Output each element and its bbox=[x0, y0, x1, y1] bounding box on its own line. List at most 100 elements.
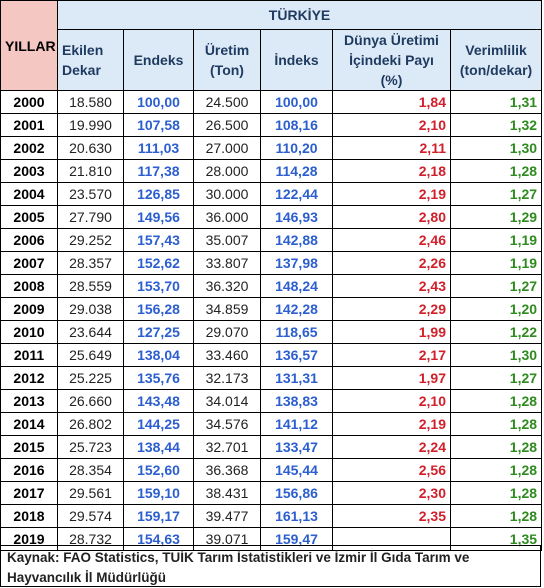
col-header-endeks: Endeks bbox=[123, 29, 194, 91]
table-row: 2007 28.357 152,62 33.807 137,98 2,26 1,19 bbox=[0, 251, 543, 275]
uretim-cell: 34.859 bbox=[193, 297, 261, 321]
ekilen-dekar-cell: 28.732 bbox=[57, 527, 124, 551]
dunya-payi-cell: 2,26 bbox=[332, 251, 451, 275]
table-row: 2016 28.354 152,60 36.368 145,44 2,56 1,28 bbox=[0, 458, 543, 482]
year-cell: 2019 bbox=[0, 527, 58, 551]
ekilen-dekar-cell: 27.790 bbox=[57, 205, 124, 229]
ekilen-dekar-cell: 28.354 bbox=[57, 458, 124, 482]
ekilen-dekar-cell: 26.660 bbox=[57, 389, 124, 413]
dunya-payi-cell: 2,30 bbox=[332, 481, 451, 505]
ekilen-dekar-cell: 28.357 bbox=[57, 251, 124, 275]
dunya-payi-cell: 2,24 bbox=[332, 435, 451, 459]
indeks-cell: 137,98 bbox=[260, 251, 333, 275]
endeks-cell: 143,48 bbox=[123, 389, 194, 413]
source-note: Kaynak: FAO Statistics, TUİK Tarım İstat… bbox=[0, 545, 541, 587]
endeks-cell: 138,44 bbox=[123, 435, 194, 459]
table-row: 2010 23.644 127,25 29.070 118,65 1,99 1,22 bbox=[0, 320, 543, 344]
year-cell: 2014 bbox=[0, 412, 58, 436]
table-row: 2005 27.790 149,56 36.000 146,93 2,80 1,29 bbox=[0, 205, 543, 229]
dunya-payi-cell: 1,84 bbox=[332, 90, 451, 114]
year-cell: 2011 bbox=[0, 343, 58, 367]
dunya-payi-cell: 2,80 bbox=[332, 205, 451, 229]
table-row: 2017 29.561 159,10 38.431 156,86 2,30 1,28 bbox=[0, 481, 543, 505]
table-row: 2006 29.252 157,43 35.007 142,88 2,46 1,19 bbox=[0, 228, 543, 252]
endeks-cell: 126,85 bbox=[123, 182, 194, 206]
table-row: 2015 25.723 138,44 32.701 133,47 2,24 1,28 bbox=[0, 435, 543, 459]
year-cell: 2017 bbox=[0, 481, 58, 505]
indeks-cell: 118,65 bbox=[260, 320, 333, 344]
years-header: YILLAR bbox=[0, 0, 58, 91]
endeks-cell: 149,56 bbox=[123, 205, 194, 229]
country-header: TÜRKİYE bbox=[56, 0, 543, 30]
year-cell: 2004 bbox=[0, 182, 58, 206]
indeks-cell: 114,28 bbox=[260, 159, 333, 183]
year-cell: 2009 bbox=[0, 297, 58, 321]
endeks-cell: 157,43 bbox=[123, 228, 194, 252]
indeks-cell: 110,20 bbox=[260, 136, 333, 160]
table-row: 2004 23.570 126,85 30.000 122,44 2,19 1,27 bbox=[0, 182, 543, 206]
uretim-cell: 36.320 bbox=[193, 274, 261, 298]
table-row: 2001 19.990 107,58 26.500 108,16 2,10 1,32 bbox=[0, 113, 543, 137]
table-row: 2013 26.660 143,48 34.014 138,83 2,10 1,28 bbox=[0, 389, 543, 413]
uretim-cell: 39.477 bbox=[193, 504, 261, 528]
table-row: 2019 28.732 154,63 39.071 159,47 1,35 bbox=[0, 527, 543, 551]
endeks-cell: 144,25 bbox=[123, 412, 194, 436]
verimlilik-cell: 1,28 bbox=[449, 412, 543, 436]
indeks-cell: 108,16 bbox=[260, 113, 333, 137]
col-header-verimlilik: Verimlilik (ton/dekar) bbox=[449, 29, 543, 91]
verimlilik-cell: 1,28 bbox=[449, 389, 543, 413]
uretim-cell: 36.368 bbox=[193, 458, 261, 482]
endeks-cell: 152,62 bbox=[123, 251, 194, 275]
indeks-cell: 131,31 bbox=[260, 366, 333, 390]
ekilen-dekar-cell: 29.252 bbox=[57, 228, 124, 252]
dunya-payi-cell: 2,11 bbox=[332, 136, 451, 160]
dunya-payi-cell: 2,19 bbox=[332, 182, 451, 206]
uretim-cell: 32.173 bbox=[193, 366, 261, 390]
table-row: 2000 18.580 100,00 24.500 100,00 1,84 1,31 bbox=[0, 90, 543, 114]
dunya-payi-cell: 1,99 bbox=[332, 320, 451, 344]
endeks-cell: 107,58 bbox=[123, 113, 194, 137]
uretim-cell: 39.071 bbox=[193, 527, 261, 551]
uretim-cell: 26.500 bbox=[193, 113, 261, 137]
verimlilik-cell: 1,28 bbox=[449, 435, 543, 459]
ekilen-dekar-cell: 26.802 bbox=[57, 412, 124, 436]
table-row: 2009 29.038 156,28 34.859 142,28 2,29 1,20 bbox=[0, 297, 543, 321]
indeks-cell: 145,44 bbox=[260, 458, 333, 482]
data-table: YILLAR TÜRKİYE Ekilen Dekar Endeks Üreti… bbox=[0, 0, 543, 551]
uretim-cell: 29.070 bbox=[193, 320, 261, 344]
verimlilik-cell: 1,29 bbox=[449, 205, 543, 229]
endeks-cell: 135,76 bbox=[123, 366, 194, 390]
endeks-cell: 100,00 bbox=[123, 90, 194, 114]
verimlilik-cell: 1,31 bbox=[449, 90, 543, 114]
dunya-payi-cell: 2,18 bbox=[332, 159, 451, 183]
verimlilik-cell: 1,27 bbox=[449, 366, 543, 390]
year-cell: 2008 bbox=[0, 274, 58, 298]
endeks-cell: 152,60 bbox=[123, 458, 194, 482]
year-cell: 2005 bbox=[0, 205, 58, 229]
table-row: 2008 28.559 153,70 36.320 148,24 2,43 1,27 bbox=[0, 274, 543, 298]
verimlilik-cell: 1,27 bbox=[449, 274, 543, 298]
indeks-cell: 146,93 bbox=[260, 205, 333, 229]
ekilen-dekar-cell: 21.810 bbox=[57, 159, 124, 183]
col-header-dunya-payi: Dünya Üretimi İçindeki Payı (%) bbox=[332, 29, 451, 91]
uretim-cell: 33.807 bbox=[193, 251, 261, 275]
uretim-cell: 36.000 bbox=[193, 205, 261, 229]
verimlilik-cell: 1,20 bbox=[449, 297, 543, 321]
year-cell: 2016 bbox=[0, 458, 58, 482]
verimlilik-cell: 1,30 bbox=[449, 136, 543, 160]
verimlilik-cell: 1,19 bbox=[449, 228, 543, 252]
verimlilik-cell: 1,28 bbox=[449, 504, 543, 528]
year-cell: 2010 bbox=[0, 320, 58, 344]
indeks-cell: 141,12 bbox=[260, 412, 333, 436]
table-row: 2002 20.630 111,03 27.000 110,20 2,11 1,30 bbox=[0, 136, 543, 160]
indeks-cell: 156,86 bbox=[260, 481, 333, 505]
year-cell: 2006 bbox=[0, 228, 58, 252]
uretim-cell: 35.007 bbox=[193, 228, 261, 252]
indeks-cell: 136,57 bbox=[260, 343, 333, 367]
verimlilik-cell: 1,22 bbox=[449, 320, 543, 344]
verimlilik-cell: 1,28 bbox=[449, 159, 543, 183]
endeks-cell: 127,25 bbox=[123, 320, 194, 344]
year-cell: 2000 bbox=[0, 90, 58, 114]
indeks-cell: 161,13 bbox=[260, 504, 333, 528]
